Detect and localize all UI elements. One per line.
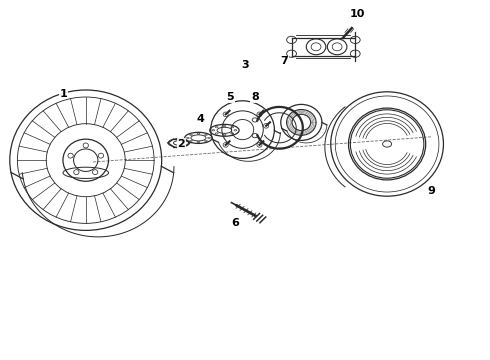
Text: 10: 10 bbox=[350, 9, 366, 19]
Text: 9: 9 bbox=[427, 186, 435, 196]
Text: 5: 5 bbox=[226, 92, 234, 102]
Text: 1: 1 bbox=[60, 89, 68, 99]
Text: 3: 3 bbox=[241, 60, 249, 70]
Text: 6: 6 bbox=[231, 218, 239, 228]
Text: 8: 8 bbox=[251, 92, 259, 102]
Text: 2: 2 bbox=[177, 139, 185, 149]
Text: 7: 7 bbox=[280, 56, 288, 66]
Text: 4: 4 bbox=[197, 114, 205, 124]
